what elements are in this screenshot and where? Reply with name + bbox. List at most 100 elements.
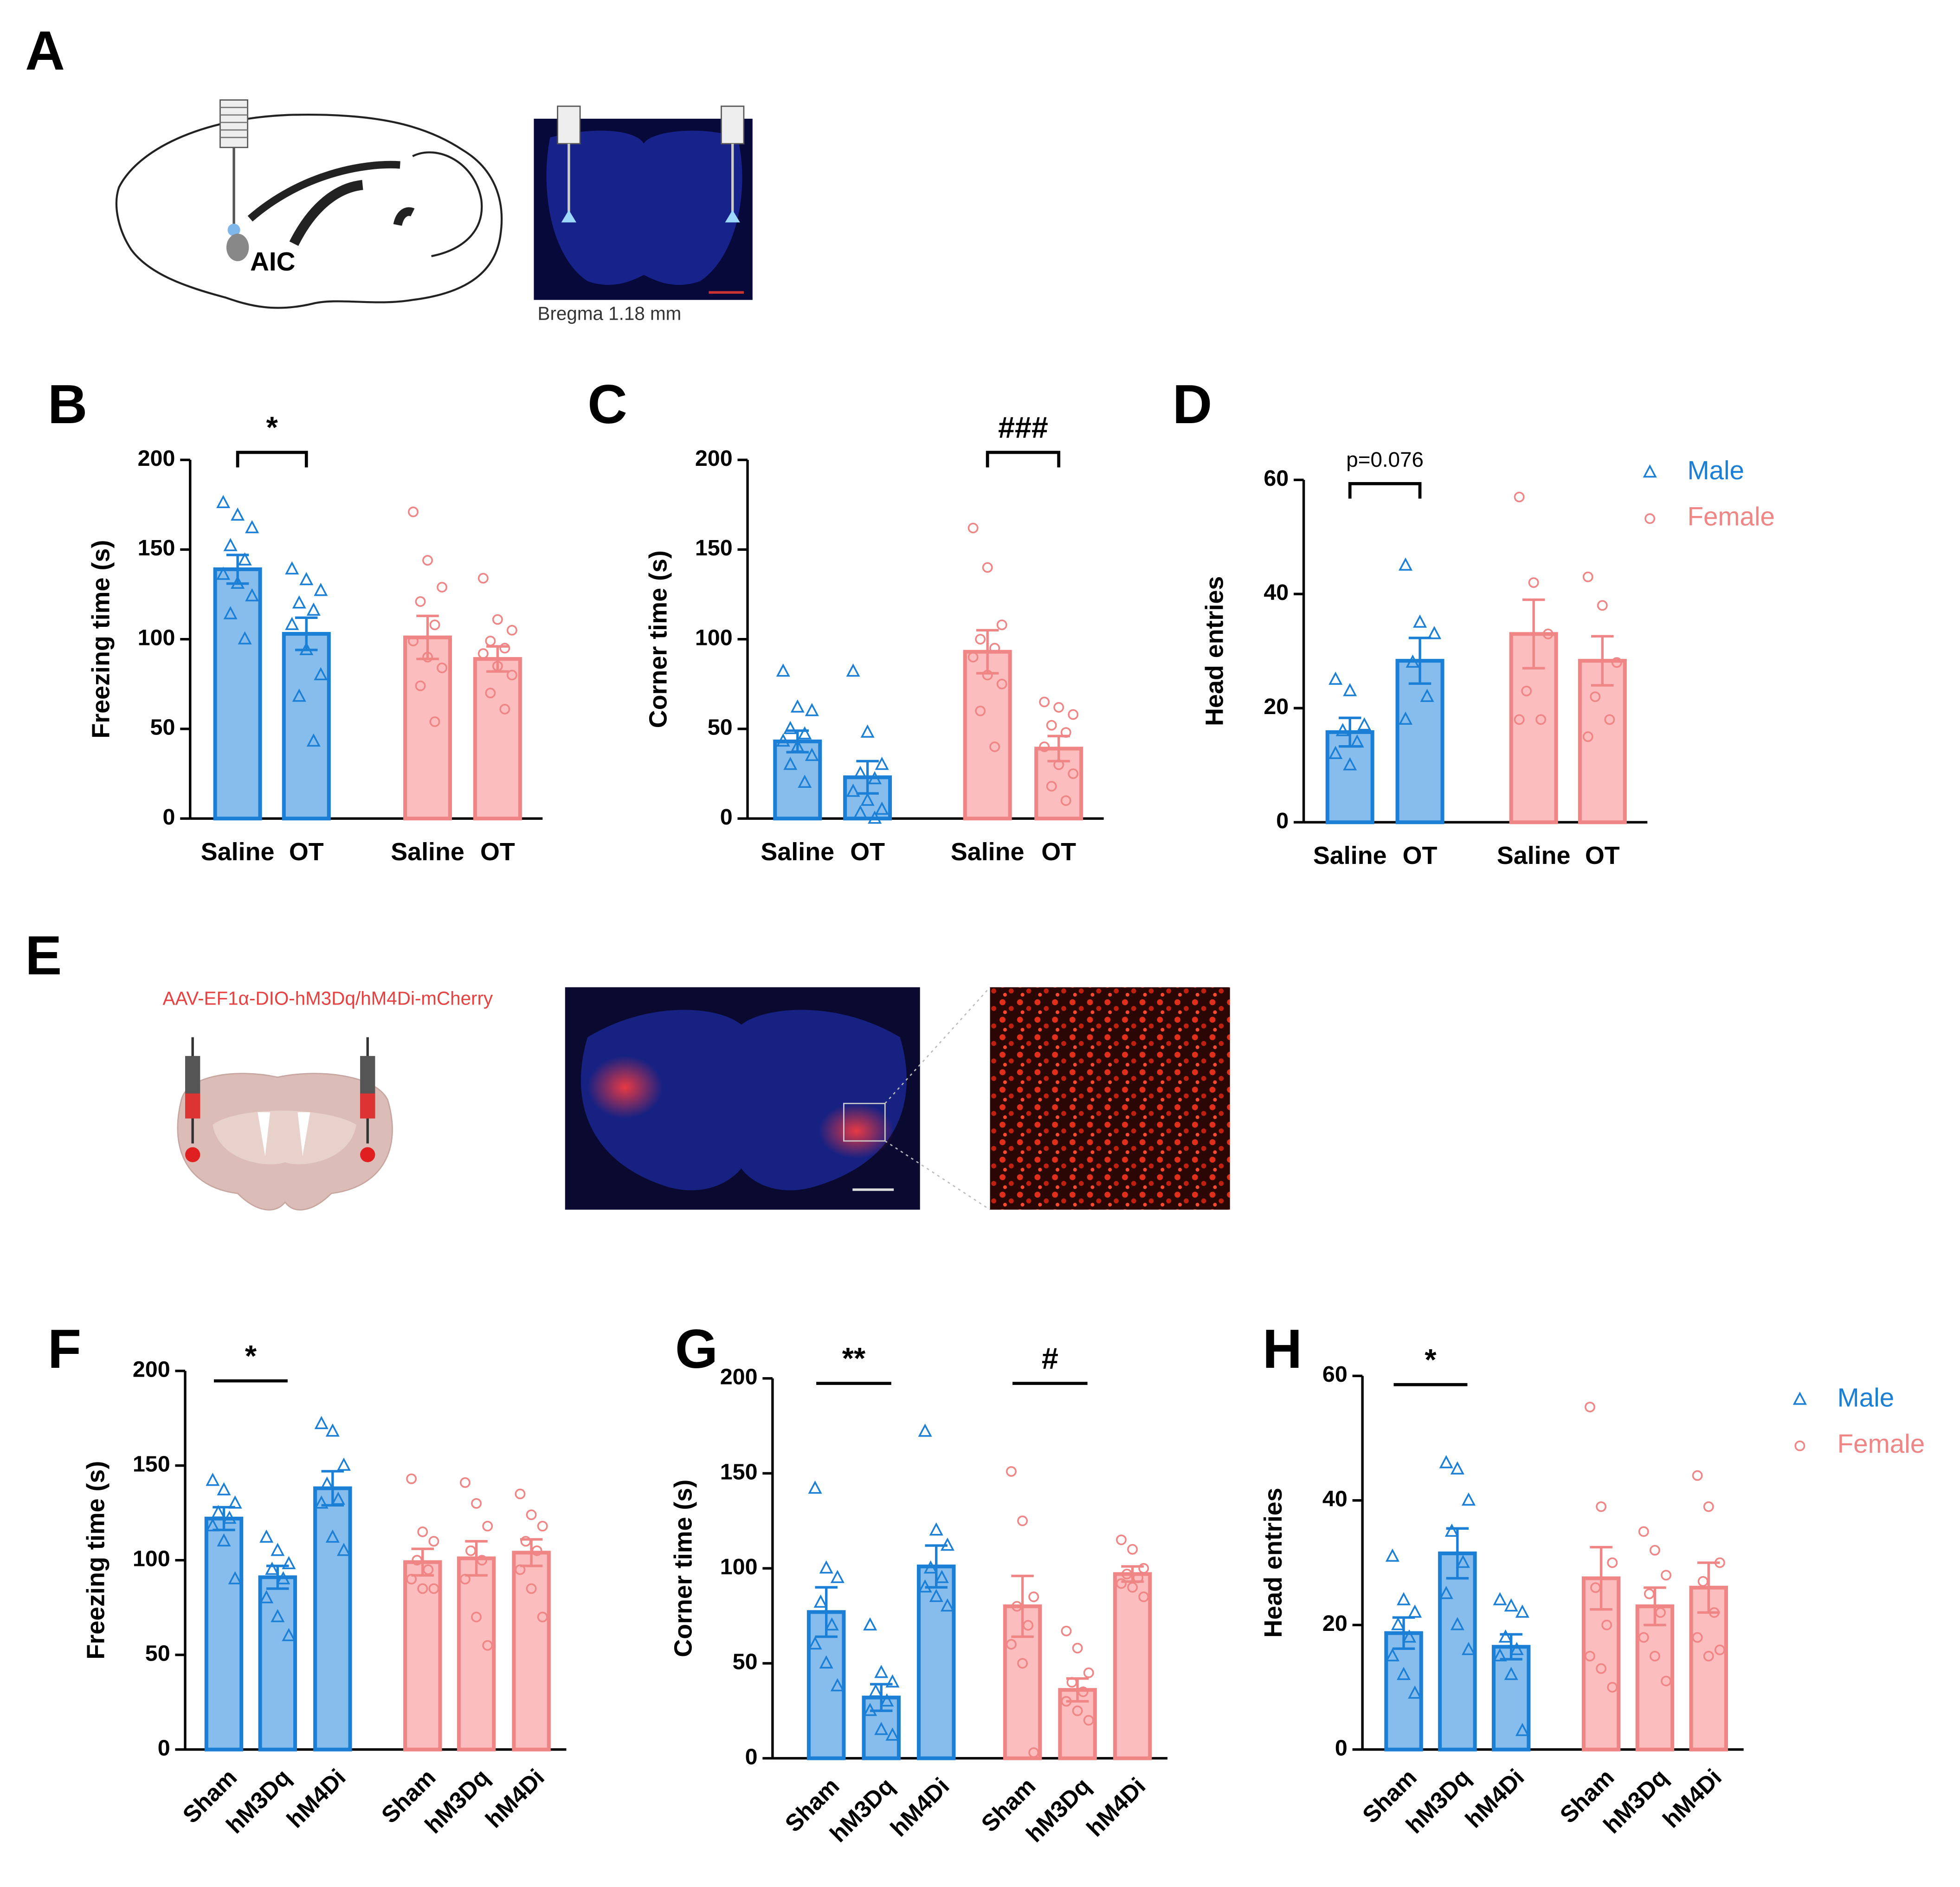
y-tick-label: 50: [145, 1641, 170, 1666]
y-tick-label: 0: [745, 1744, 758, 1769]
data-point: [1661, 1570, 1672, 1581]
data-point: [1006, 1639, 1017, 1650]
data-point: [776, 733, 790, 747]
data-point: [336, 1457, 351, 1471]
data-point: [477, 573, 489, 584]
data-point: [231, 575, 245, 589]
data-point: [406, 1473, 417, 1484]
data-point: [1644, 1588, 1655, 1599]
data-point: [1138, 1563, 1149, 1574]
data-point: [819, 1560, 833, 1574]
data-point: [216, 567, 231, 580]
panel-label: E: [25, 925, 62, 986]
legend-label: Male: [1838, 1383, 1895, 1412]
data-point: [223, 538, 238, 551]
y-tick-label: 0: [720, 805, 733, 830]
data-point: [1703, 1501, 1714, 1512]
data-point: [1068, 709, 1079, 720]
data-point: [1127, 1582, 1138, 1593]
data-point: [1597, 600, 1608, 611]
data-point: [1083, 1715, 1094, 1726]
data-point: [1122, 1569, 1132, 1579]
data-point: [940, 1598, 954, 1612]
data-point: [1066, 1677, 1077, 1688]
brain-sketch: [115, 113, 503, 309]
data-point: [271, 1543, 285, 1556]
data-point: [805, 747, 819, 761]
data-point: [1385, 1648, 1399, 1662]
data-point: [314, 1416, 329, 1430]
data-point: [471, 1498, 482, 1509]
data-point: [1028, 1747, 1039, 1758]
data-point: [259, 1590, 274, 1604]
bar: [403, 635, 452, 821]
data-point: [885, 1674, 900, 1688]
data-point: [238, 631, 252, 644]
error-bar: [486, 645, 509, 673]
significance-label: *: [245, 1339, 257, 1373]
y-tick-label: 100: [138, 625, 175, 650]
error-bar: [1590, 1546, 1612, 1611]
data-point: [1068, 768, 1079, 779]
data-point: [1053, 702, 1064, 713]
data-point: [982, 562, 993, 573]
data-point: [875, 757, 889, 770]
data-point: [967, 651, 979, 663]
legend-marker: [1644, 513, 1656, 524]
data-point: [515, 1488, 526, 1500]
data-point: [325, 1423, 340, 1437]
data-point: [975, 634, 986, 645]
data-point: [1023, 1620, 1034, 1631]
y-axis-label: Head entries: [1200, 576, 1228, 726]
data-point: [1138, 1591, 1149, 1603]
data-point: [1504, 1598, 1518, 1612]
panel-label: G: [675, 1319, 718, 1380]
data-point: [1420, 689, 1434, 702]
data-point: [1582, 571, 1593, 582]
y-tick-label: 200: [695, 446, 733, 471]
x-tick-label: Saline: [391, 838, 464, 866]
data-point: [996, 678, 1007, 689]
data-point: [1060, 727, 1071, 738]
error-bar: [1644, 1586, 1666, 1626]
data-point: [1528, 577, 1539, 588]
data-point: [918, 1423, 932, 1437]
data-point: [206, 1473, 220, 1486]
data-point: [1385, 1548, 1399, 1562]
bar: [213, 567, 262, 821]
data-point: [1638, 1526, 1649, 1537]
data-point: [1590, 691, 1601, 702]
y-tick-label: 0: [1276, 808, 1289, 833]
bar: [512, 1551, 551, 1752]
data-point: [1461, 1642, 1476, 1655]
data-point: [1408, 1685, 1422, 1699]
error-bar: [416, 614, 439, 660]
data-point: [975, 705, 986, 716]
panel-label: D: [1173, 374, 1212, 435]
data-point: [1493, 1648, 1507, 1662]
data-point: [228, 1495, 242, 1509]
data-point: [537, 1611, 548, 1623]
data-point: [868, 810, 882, 824]
data-point: [1649, 1650, 1660, 1662]
significance-bracket: [1348, 482, 1422, 499]
data-point: [1077, 1686, 1089, 1697]
y-tick-label: 100: [695, 625, 733, 650]
y-tick-label: 200: [133, 1357, 170, 1382]
data-point: [885, 1727, 900, 1741]
bar: [403, 1560, 442, 1752]
data-point: [314, 1495, 329, 1509]
data-point: [868, 771, 882, 785]
data-point: [1439, 1455, 1453, 1468]
probe: [219, 99, 249, 261]
data-point: [1343, 683, 1357, 696]
data-point: [1709, 1607, 1720, 1618]
data-point: [429, 619, 440, 631]
data-point: [1604, 714, 1615, 725]
data-point: [506, 625, 517, 636]
brain-illustration: [177, 1037, 393, 1211]
data-point: [846, 663, 860, 677]
data-point: [1456, 1554, 1470, 1568]
error-bar: [1011, 1574, 1034, 1638]
y-tick-label: 0: [162, 805, 175, 830]
